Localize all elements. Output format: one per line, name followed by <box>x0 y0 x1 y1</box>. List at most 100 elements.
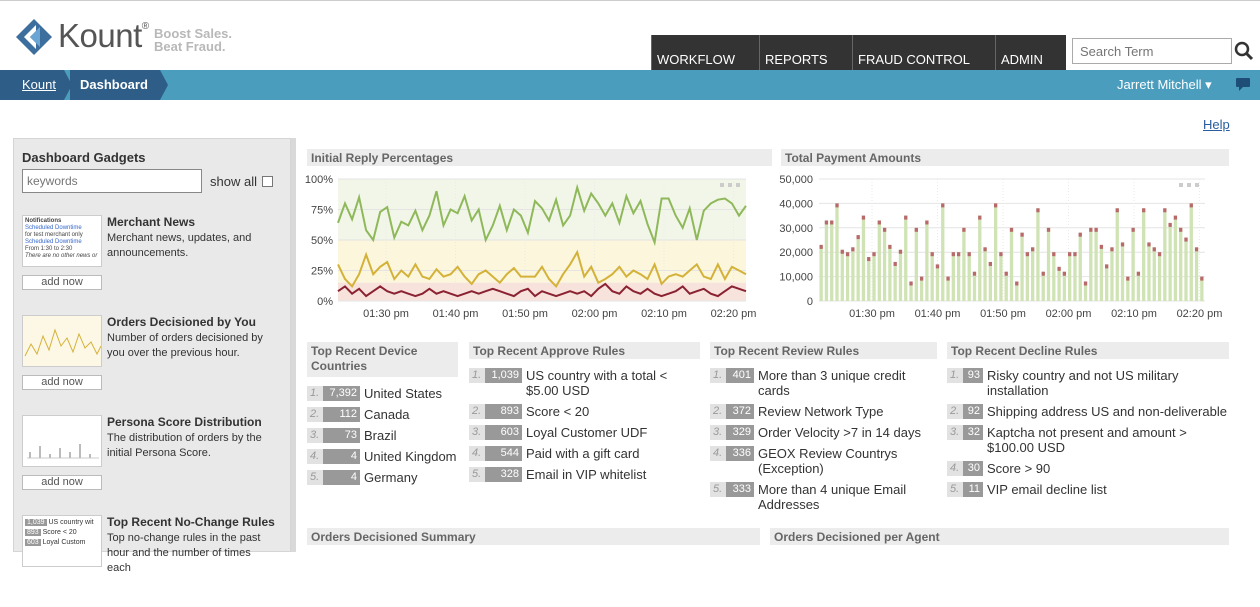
keywords-input[interactable] <box>22 169 202 193</box>
list-item[interactable]: 4. 336 GEOX Review Countrys (Exception) <box>710 446 938 476</box>
bar <box>956 252 961 301</box>
list-item[interactable]: 3. 73 Brazil <box>307 428 462 443</box>
count-badge: 11 <box>963 482 983 497</box>
bar-cap <box>1189 203 1193 208</box>
x-tick-label: 02:20 pm <box>1177 308 1223 320</box>
list-item[interactable]: 5. 328 Email in VIP whitelist <box>469 467 699 482</box>
chart-menu-dot <box>720 183 724 187</box>
chart-menu-dot <box>736 183 740 187</box>
bar <box>1020 232 1024 301</box>
search-input[interactable] <box>1072 38 1232 64</box>
bar-cap <box>946 276 950 281</box>
bar <box>1173 215 1178 301</box>
rank-number: 2. <box>947 404 963 419</box>
user-menu[interactable]: Jarrett Mitchell ▾ <box>1117 77 1212 92</box>
list-item[interactable]: 3. 603 Loyal Customer UDF <box>469 425 699 440</box>
search-icon[interactable] <box>1232 38 1256 64</box>
nav-fraud-control[interactable]: FRAUD CONTROL <box>852 35 995 71</box>
list-item[interactable]: 4. 4 United Kingdom <box>307 449 462 464</box>
add-now-button[interactable]: add now <box>22 475 102 490</box>
list-item[interactable]: 5. 11 VIP email decline list <box>947 482 1232 497</box>
bar-cap <box>1110 247 1114 252</box>
rank-number: 5. <box>710 482 726 497</box>
list-item[interactable]: 2. 372 Review Network Type <box>710 404 938 419</box>
bar-cap <box>824 220 829 225</box>
bar-cap <box>1163 208 1167 213</box>
show-all-checkbox[interactable] <box>262 176 273 187</box>
bar <box>1094 227 1098 301</box>
add-now-button[interactable]: add now <box>22 375 102 390</box>
nav-workflow[interactable]: WORKFLOW <box>651 35 759 71</box>
list-item[interactable]: 1. 93 Risky country and not US military in… <box>947 368 1232 398</box>
bar <box>1089 227 1093 301</box>
help-link[interactable]: Help <box>1203 117 1230 132</box>
bar-cap <box>840 249 844 254</box>
bar <box>941 203 945 301</box>
bar-cap <box>1184 237 1188 242</box>
breadcrumb-separator <box>64 70 72 100</box>
gadget-thumbnail <box>22 315 102 367</box>
chart-menu-dot <box>1187 183 1191 187</box>
thumb-news-line: From 1:30 to 2:30 <box>25 246 73 252</box>
chat-icon[interactable] <box>1236 78 1250 91</box>
list-item[interactable]: 2. 112 Canada <box>307 407 462 422</box>
bar <box>925 220 929 301</box>
nav-admin[interactable]: ADMIN <box>995 35 1066 71</box>
item-label: US country with a total < $5.00 USD <box>526 368 668 398</box>
bar <box>851 247 855 301</box>
bar <box>1168 222 1172 301</box>
list-item[interactable]: 2. 893 Score < 20 <box>469 404 699 419</box>
gadget-orders-decisioned: add now Orders Decisioned by You Number … <box>22 315 290 407</box>
count-badge: 603 <box>485 425 522 440</box>
decline-rules-title: Top Recent Decline Rules <box>947 342 1229 359</box>
bar <box>1062 271 1067 301</box>
rank-number: 2. <box>710 404 726 419</box>
bar-cap <box>909 281 913 286</box>
rank-number: 2. <box>307 407 323 422</box>
bar <box>1142 208 1146 301</box>
bar <box>1184 237 1188 301</box>
bar-cap <box>972 271 977 276</box>
list-item[interactable]: 5. 333 More than 4 unique Email Addresses <box>710 482 938 512</box>
list-item[interactable]: 4. 544 Paid with a gift card <box>469 446 699 461</box>
bar-cap <box>1157 252 1162 257</box>
sidebar-resize-handle[interactable] <box>291 138 296 552</box>
approve-rules-list: 1. 1,039 US country with a total < $5.00 U… <box>469 368 699 488</box>
app-header: Kount® Boost Sales. Beat Fraud. WORKFLOW… <box>0 0 1260 71</box>
breadcrumb-current-arrow <box>160 70 168 100</box>
bar-cap <box>919 276 924 281</box>
count-badge: 372 <box>726 404 754 419</box>
list-item[interactable]: 3. 32 Kaptcha not present and amount > $10… <box>947 425 1232 455</box>
list-item[interactable]: 3. 329 Order Velocity >7 in 14 days <box>710 425 938 440</box>
bar-cap <box>1179 227 1183 232</box>
bar <box>904 215 908 301</box>
list-item[interactable]: 1. 7,392 United States <box>307 386 462 401</box>
bar-cap <box>1200 276 1204 281</box>
add-now-button[interactable]: add now <box>22 275 102 290</box>
item-label: Risky country and not US military instal… <box>987 368 1179 398</box>
item-label: Order Velocity >7 in 14 days <box>758 425 921 440</box>
x-tick-label: 01:30 pm <box>849 308 895 320</box>
list-item[interactable]: 2. 92 Shipping address US and non-delivera… <box>947 404 1232 419</box>
list-item[interactable]: 5. 4 Germany <box>307 470 462 485</box>
list-item[interactable]: 1. 401 More than 3 unique credit cards <box>710 368 938 398</box>
series-line-2 <box>337 249 747 289</box>
brand-name: Kount® <box>58 17 149 54</box>
breadcrumb-home[interactable]: Kount <box>0 70 64 100</box>
bar-cap <box>935 264 940 269</box>
list-item[interactable]: 1. 1,039 US country with a total < $5.00 U… <box>469 368 699 398</box>
bar <box>1194 247 1199 301</box>
gadget-description: Merchant news, updates, and announcement… <box>107 232 252 259</box>
count-badge: 329 <box>726 425 754 440</box>
bar <box>819 244 823 301</box>
bar <box>1179 227 1183 301</box>
sidebar-title: Dashboard Gadgets <box>22 150 146 165</box>
nav-reports[interactable]: REPORTS <box>759 35 852 71</box>
review-rules-list: 1. 401 More than 3 unique credit cards 2. 37… <box>710 368 938 518</box>
bar-cap <box>1099 244 1104 249</box>
list-item[interactable]: 4. 30 Score > 90 <box>947 461 1232 476</box>
bar <box>978 215 982 301</box>
bar <box>1200 276 1204 301</box>
review-rules-title: Top Recent Review Rules <box>710 342 937 359</box>
kount-logo-icon[interactable] <box>16 19 52 55</box>
